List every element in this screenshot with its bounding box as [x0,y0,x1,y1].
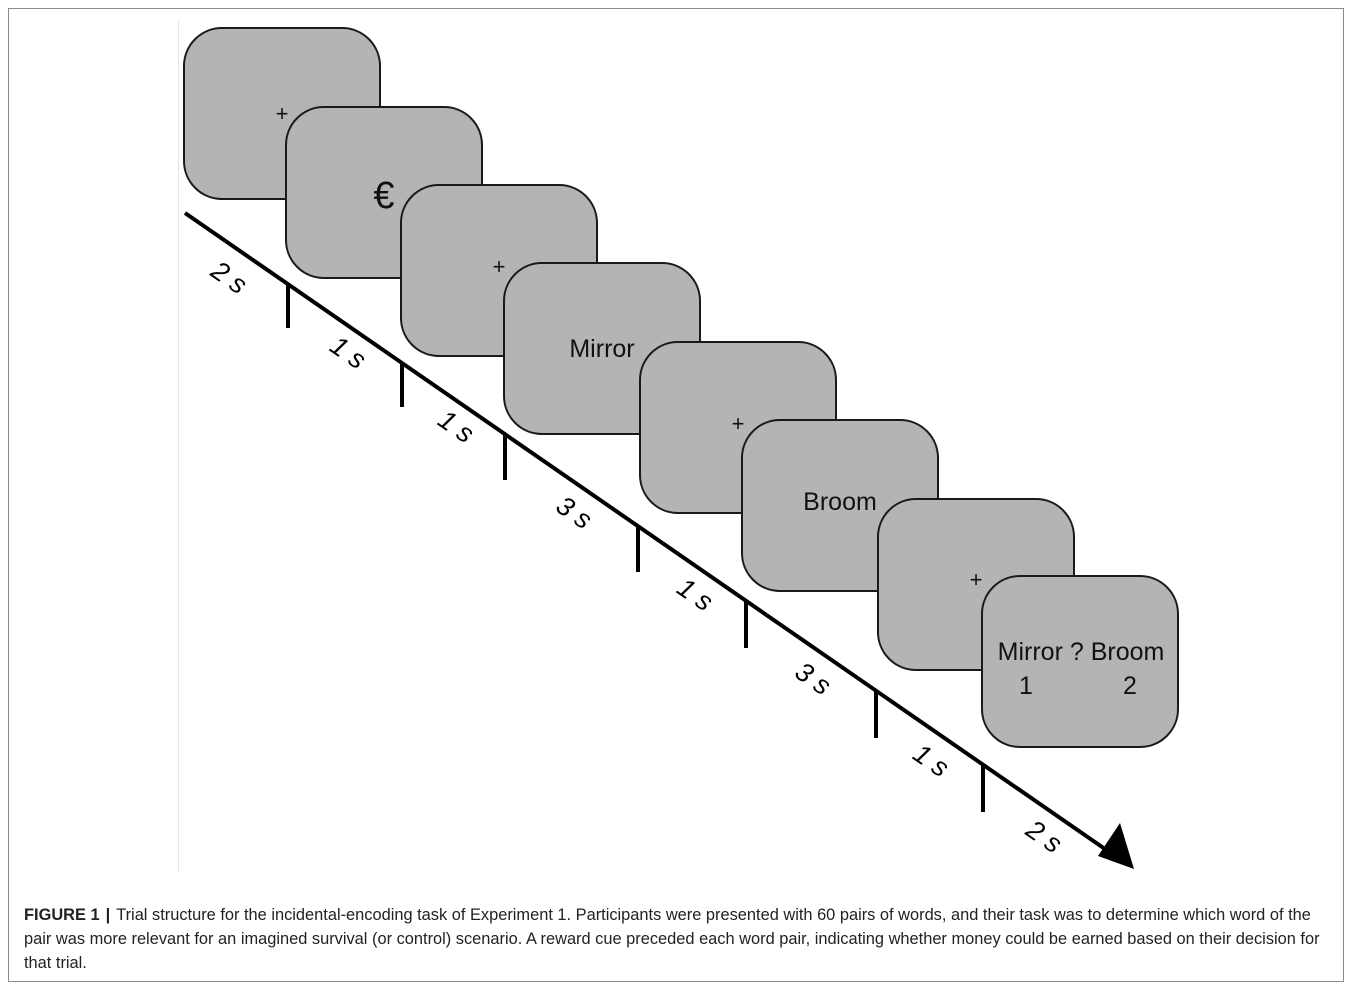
choice-option-2-key: 2 [1123,672,1137,700]
word-stimulus: Broom [803,488,877,516]
fixation-cross: + [276,101,289,126]
caption-text: Trial structure for the incidental-encod… [24,906,1320,972]
trial-timeline-diagram: + € + Mirror + Broom + Mirror ? Broom 1 … [183,27,1179,869]
word-stimulus: Mirror [569,335,634,363]
figure-caption: FIGURE 1 | Trial structure for the inciden… [24,903,1330,975]
panel-divider [178,20,179,872]
duration-label: 1 s [908,738,955,783]
fixation-cross: + [732,411,745,436]
choice-prompt: Mirror ? Broom [998,638,1165,666]
duration-label: 2 s [205,254,253,300]
duration-label: 3 s [551,490,598,535]
time-axis [183,211,1134,869]
duration-label: 3 s [790,656,837,701]
fixation-cross: + [970,567,983,592]
time-axis-line [183,211,1120,860]
screen-8-choice: Mirror ? Broom 1 2 [981,575,1179,748]
fixation-cross: + [493,254,506,279]
choice-option-1-key: 1 [1019,672,1033,700]
figure-label: FIGURE 1 [24,906,100,924]
euro-icon: € [373,175,394,217]
time-axis-arrowhead [1098,823,1134,869]
caption-separator: | [105,906,111,924]
